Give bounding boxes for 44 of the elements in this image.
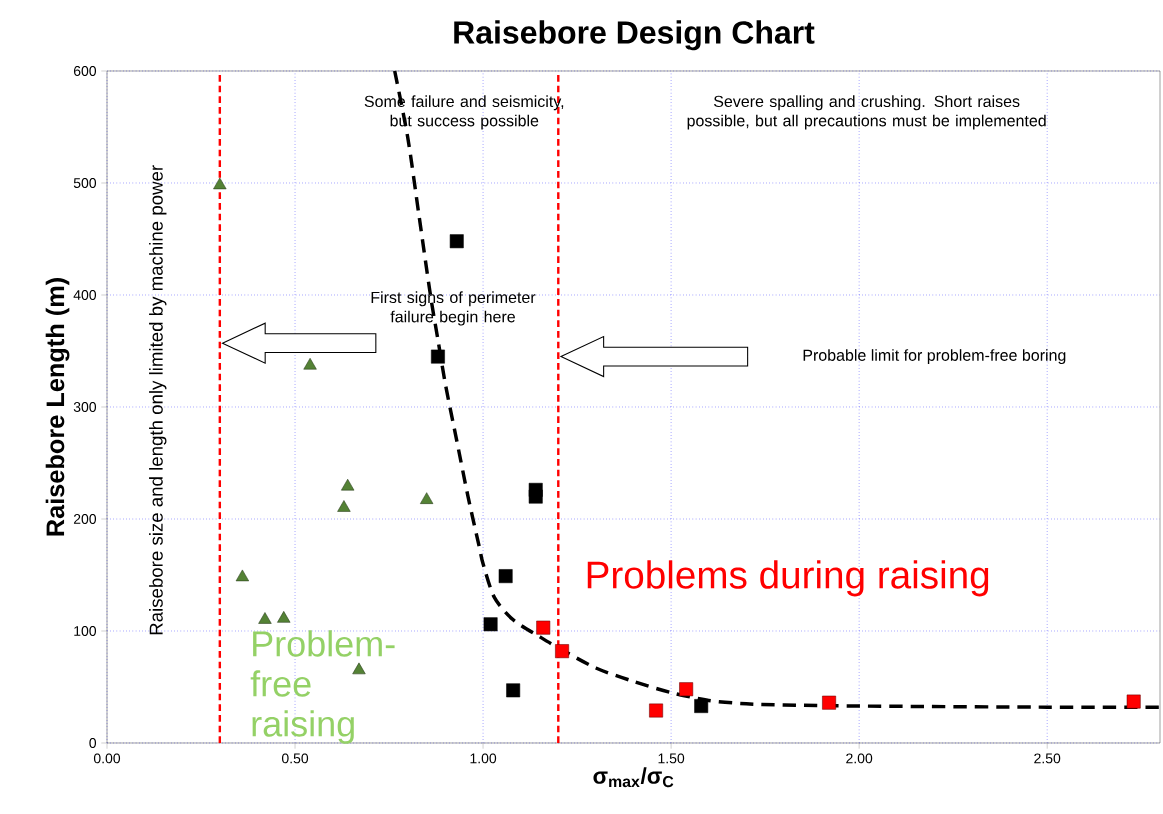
point <box>341 478 355 491</box>
y-tick-label: 300 <box>73 402 97 412</box>
point <box>694 699 709 713</box>
annotation: Raisebore size and length only limited by machine power <box>149 165 167 635</box>
y-tick-label: 200 <box>73 514 97 524</box>
x-tick-label: 2.50 <box>1034 753 1061 764</box>
annotation: Severe spalling and crushing. Short raises possible, but all precautions must be implemented <box>687 95 1046 130</box>
y-tick-label: 400 <box>73 290 97 300</box>
annotation: Problems during raising <box>587 560 989 597</box>
point <box>277 611 291 623</box>
y-tick-label: 600 <box>73 66 97 76</box>
point <box>235 569 250 582</box>
point <box>449 234 464 249</box>
point <box>506 683 521 698</box>
x-tick-label: 1.00 <box>470 753 497 764</box>
point <box>822 695 836 710</box>
annotation: First signs of perimeter failure begin here <box>371 291 536 326</box>
y-tick-label: 100 <box>74 626 97 636</box>
point <box>679 682 694 697</box>
x-tick-label: 0.00 <box>93 753 121 764</box>
point <box>1126 694 1141 709</box>
point <box>498 569 513 584</box>
point <box>649 703 664 718</box>
point <box>420 492 434 504</box>
x-tick-label: 1.50 <box>658 753 685 764</box>
point <box>303 357 317 370</box>
x-tick-label: 0.50 <box>281 753 309 764</box>
point <box>337 500 351 512</box>
point <box>536 620 551 635</box>
point <box>431 349 445 364</box>
point <box>483 617 498 632</box>
point <box>528 489 543 504</box>
annotation: Probable limit for problem-free boring <box>803 349 1066 365</box>
y-axis-title: Raisebore Length (m) <box>45 278 70 536</box>
point <box>352 662 366 675</box>
point <box>258 612 272 624</box>
y-tick-label: 0 <box>89 738 97 748</box>
chart-title: Raisebore Design Chart <box>454 20 815 51</box>
annotation: Problem-free raising <box>250 630 395 744</box>
x-axis-title: σ$_{max}$/σ$_{C}$ <box>593 767 674 788</box>
point <box>555 644 569 659</box>
x-tick-label: 2.00 <box>846 753 873 764</box>
point <box>213 177 227 190</box>
y-tick-label: 500 <box>73 178 97 188</box>
